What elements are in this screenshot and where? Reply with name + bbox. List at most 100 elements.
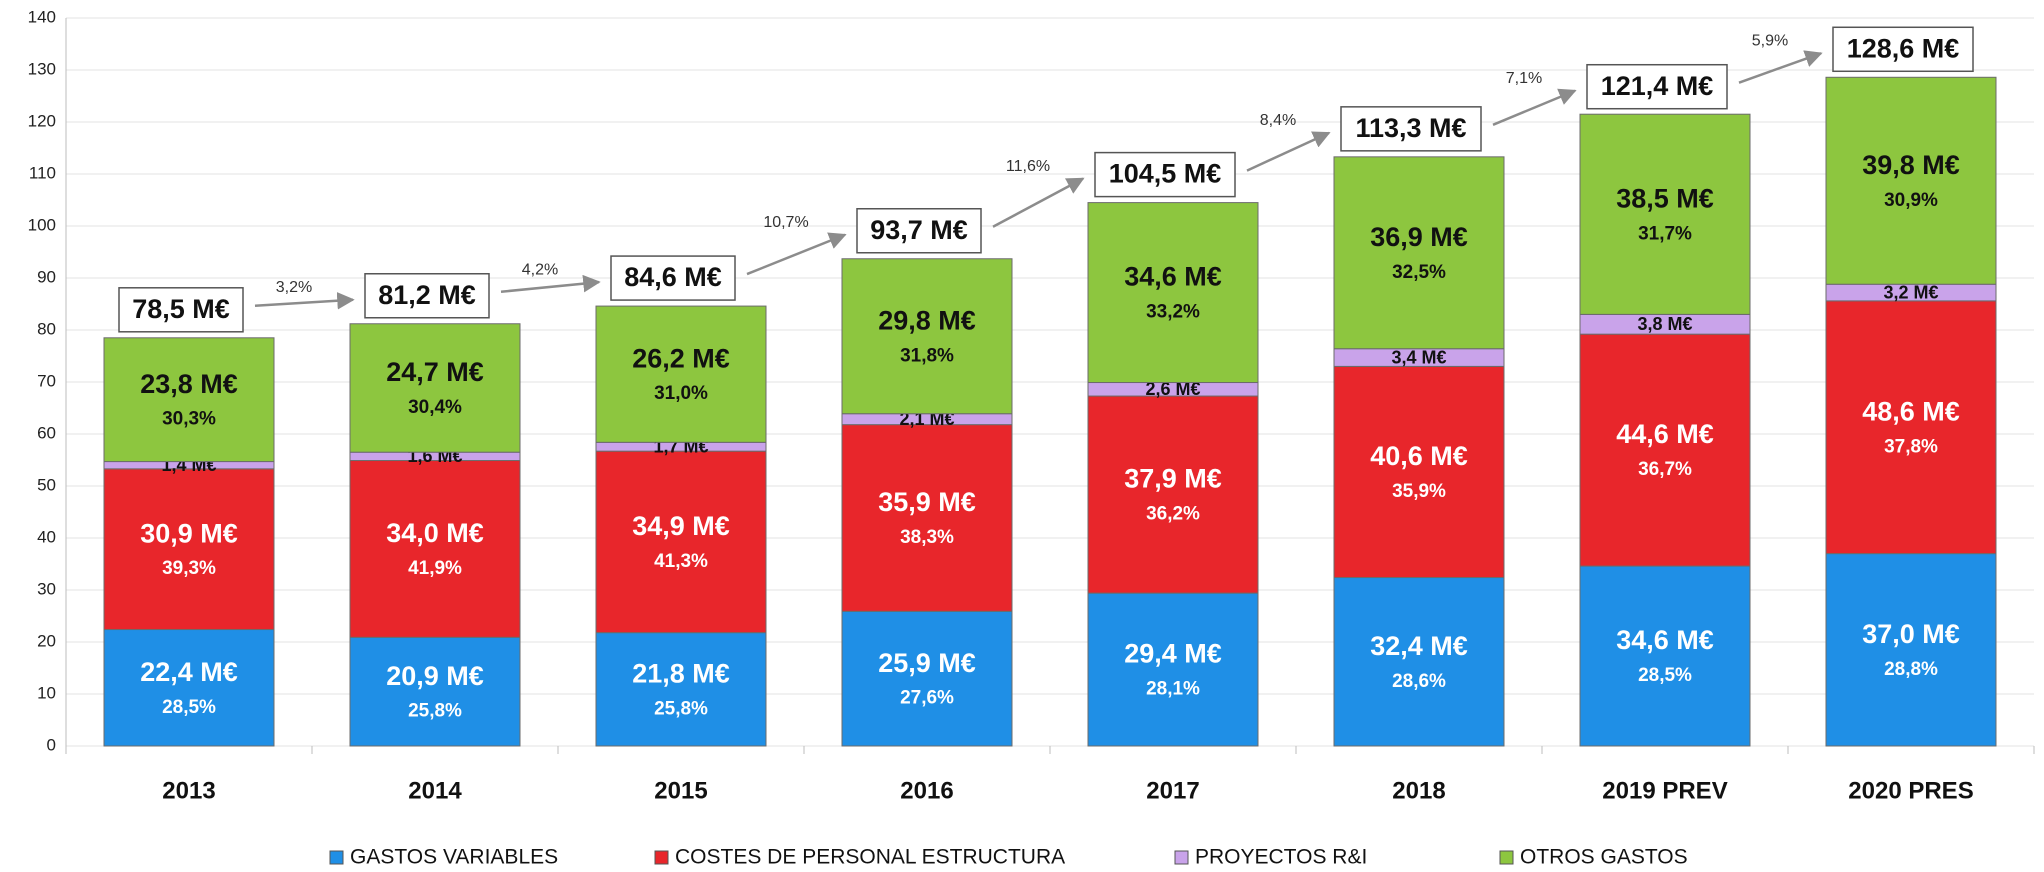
share-label: 31,8% (900, 345, 954, 366)
share-label: 30,4% (408, 397, 462, 418)
y-tick-label: 10 (37, 683, 56, 702)
legend-swatch (654, 850, 669, 865)
bar-segment (1579, 333, 1751, 567)
growth-label: 4,2% (522, 261, 558, 278)
data-label: 29,4 M€ (1124, 639, 1222, 669)
data-label: 24,7 M€ (386, 357, 484, 387)
total-label: 104,5 M€ (1109, 159, 1222, 189)
total-box (1340, 106, 1482, 152)
data-label: 37,9 M€ (1124, 464, 1222, 494)
bar-segment (1333, 156, 1505, 350)
data-label: 3,4 M€ (1391, 347, 1446, 367)
share-label: 28,8% (1884, 659, 1938, 680)
bar-segment (595, 450, 767, 634)
x-tick-label: 2014 (408, 777, 462, 804)
data-label: 34,0 M€ (386, 518, 484, 548)
data-label: 32,4 M€ (1370, 631, 1468, 661)
share-label: 33,2% (1146, 302, 1200, 323)
y-tick-label: 20 (37, 631, 56, 650)
growth-arrow (992, 177, 1085, 228)
total-label: 121,4 M€ (1601, 71, 1714, 101)
data-label: 34,6 M€ (1124, 262, 1222, 292)
share-label: 28,6% (1392, 671, 1446, 692)
growth-arrow (254, 291, 355, 310)
data-label: 38,5 M€ (1616, 183, 1714, 213)
data-label: 29,8 M€ (878, 305, 976, 335)
total-label: 113,3 M€ (1355, 113, 1466, 143)
bar-segment (1087, 202, 1259, 384)
share-label: 32,5% (1392, 262, 1446, 283)
share-label: 41,3% (654, 551, 708, 572)
bar-segment (595, 632, 767, 747)
y-tick-label: 0 (47, 735, 56, 754)
share-label: 28,1% (1146, 679, 1200, 700)
y-tick-label: 60 (37, 423, 56, 442)
data-label: 23,8 M€ (140, 369, 238, 399)
data-label: 3,2 M€ (1883, 282, 1938, 302)
legend-label: COSTES DE PERSONAL ESTRUCTURA (675, 846, 1065, 869)
data-label: 39,8 M€ (1862, 150, 1960, 180)
y-tick-label: 70 (37, 371, 56, 390)
total-label: 128,6 M€ (1847, 33, 1960, 63)
share-label: 35,9% (1392, 481, 1446, 502)
share-label: 41,9% (408, 558, 462, 579)
legend-label: OTROS GASTOS (1520, 846, 1688, 869)
growth-label: 5,9% (1752, 32, 1788, 49)
bar-segment (1333, 365, 1505, 579)
y-tick-label: 40 (37, 527, 56, 546)
x-tick-label: 2013 (162, 777, 215, 804)
bar-segment (349, 460, 521, 638)
share-label: 28,5% (1638, 665, 1692, 686)
share-label: 30,3% (162, 409, 216, 430)
bar-segment (1825, 300, 1997, 555)
share-label: 27,6% (900, 688, 954, 709)
growth-arrow (500, 274, 601, 294)
total-box (1094, 151, 1236, 198)
share-label: 30,9% (1884, 190, 1938, 211)
data-label: 3,8 M€ (1637, 314, 1692, 334)
bar-segment (1087, 592, 1259, 747)
share-label: 36,7% (1638, 459, 1692, 480)
share-label: 28,5% (162, 697, 216, 718)
data-label: 34,6 M€ (1616, 625, 1714, 655)
share-label: 25,8% (654, 698, 708, 719)
growth-label: 8,4% (1260, 112, 1296, 129)
growth-label: 10,7% (763, 214, 808, 231)
total-box (118, 287, 244, 333)
data-label: 26,2 M€ (632, 343, 730, 373)
growth-arrow (746, 232, 847, 276)
y-tick-label: 140 (28, 7, 56, 26)
y-tick-label: 50 (37, 475, 56, 494)
bar-segment (103, 337, 275, 463)
y-tick-label: 130 (28, 59, 56, 78)
bar-segment (595, 305, 767, 443)
legend-swatch (329, 850, 344, 865)
data-label: 22,4 M€ (140, 657, 238, 687)
total-box (610, 255, 736, 301)
data-label: 30,9 M€ (140, 518, 238, 548)
total-box (856, 208, 982, 254)
y-tick-label: 120 (28, 111, 56, 130)
share-label: 31,0% (654, 383, 708, 404)
x-tick-label: 2020 PRES (1848, 777, 1973, 804)
y-tick-label: 110 (29, 163, 56, 182)
data-label: 25,9 M€ (878, 648, 976, 678)
data-label: 2,6 M€ (1145, 379, 1200, 399)
x-tick-label: 2015 (654, 777, 707, 804)
total-box (364, 273, 490, 319)
y-tick-label: 100 (28, 215, 56, 234)
data-label: 36,9 M€ (1370, 222, 1468, 252)
total-label: 78,5 M€ (132, 294, 230, 324)
bar-segment (349, 323, 521, 453)
data-label: 40,6 M€ (1370, 441, 1468, 471)
bar-segment (1087, 395, 1259, 594)
share-label: 39,3% (162, 558, 216, 579)
growth-arrow (1492, 88, 1577, 126)
data-label: 21,8 M€ (632, 658, 730, 688)
growth-label: 7,1% (1506, 70, 1542, 87)
bar-segment (1579, 113, 1751, 315)
growth-arrow (1738, 50, 1823, 84)
total-box (1586, 63, 1728, 110)
legend-label: PROYECTOS R&I (1195, 846, 1367, 869)
bar-segment (841, 610, 1013, 747)
